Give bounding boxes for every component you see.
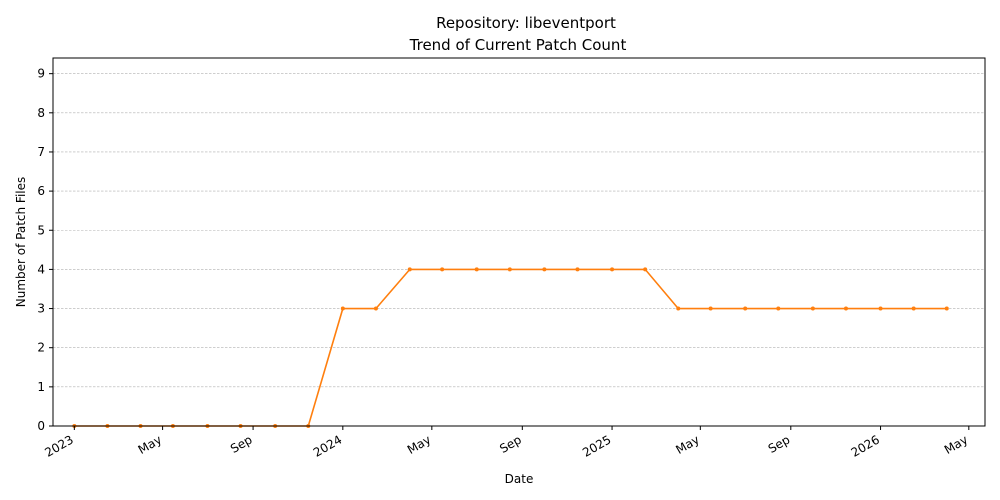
data-point — [340, 306, 345, 311]
x-tick-label: 2024 — [311, 432, 344, 459]
x-tick-label: 2023 — [42, 432, 75, 459]
data-point — [776, 306, 781, 311]
data-point — [507, 267, 512, 272]
y-axis-ticks: 0 1 2 3 4 5 6 7 8 9 — [37, 67, 53, 433]
data-point — [843, 306, 848, 311]
data-point — [911, 306, 916, 311]
y-tick-label: 8 — [37, 106, 45, 120]
y-tick-label: 1 — [37, 380, 45, 394]
y-tick-label: 4 — [37, 262, 45, 276]
x-tick-label: Sep — [766, 432, 793, 455]
y-axis-label: Number of Patch Files — [14, 177, 28, 308]
data-point — [878, 306, 883, 311]
x-tick-label: May — [942, 432, 970, 457]
data-point — [373, 306, 378, 311]
data-point — [676, 306, 681, 311]
x-axis-ticks: 2023 May Sep 2024 May Sep 2025 May Sep 2026 May — [42, 426, 970, 460]
data-point — [643, 267, 648, 272]
data-point — [810, 306, 815, 311]
y-tick-label: 2 — [37, 341, 45, 355]
y-tick-label: 5 — [37, 223, 45, 237]
data-point — [708, 306, 713, 311]
x-tick-label: Sep — [497, 432, 524, 455]
x-axis-label: Date — [505, 472, 534, 486]
y-tick-label: 3 — [37, 302, 45, 316]
y-tick-label: 6 — [37, 184, 45, 198]
data-point — [474, 267, 479, 272]
grid-lines — [53, 73, 985, 427]
x-tick-label: May — [673, 432, 701, 457]
y-tick-label: 7 — [37, 145, 45, 159]
x-tick-label: 2026 — [849, 432, 882, 459]
x-tick-label: Sep — [228, 432, 255, 455]
data-point — [743, 306, 748, 311]
x-tick-label: 2025 — [580, 432, 613, 459]
chart-title: Repository: libeventport — [436, 14, 616, 32]
data-point — [575, 267, 580, 272]
plot-frame — [52, 57, 986, 427]
x-tick-label: May — [136, 432, 164, 457]
y-tick-label: 0 — [37, 419, 45, 433]
data-point — [610, 267, 615, 272]
data-point — [944, 306, 949, 311]
data-point — [542, 267, 547, 272]
x-tick-label: May — [405, 432, 433, 457]
data-point — [440, 267, 445, 272]
data-point — [407, 267, 412, 272]
y-tick-label: 9 — [37, 67, 45, 81]
chart-subtitle: Trend of Current Patch Count — [409, 36, 627, 54]
